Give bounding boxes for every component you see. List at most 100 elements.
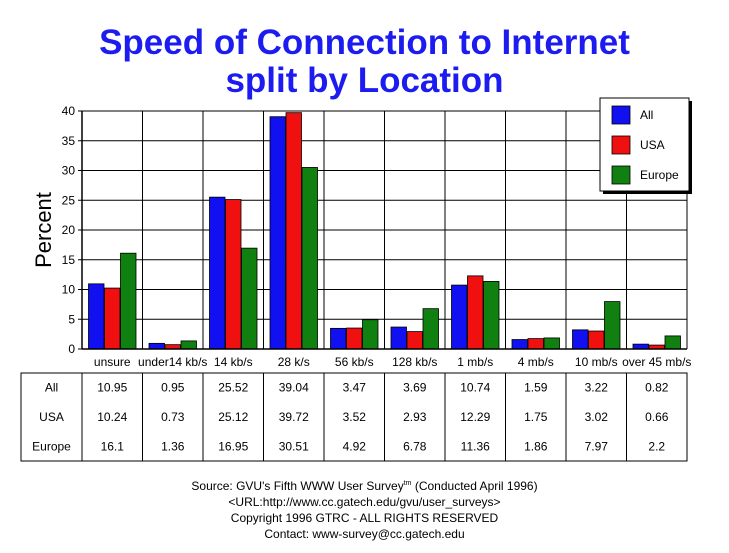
table-cell: 2.2 bbox=[648, 439, 665, 453]
table-cell: 1.59 bbox=[524, 381, 548, 395]
y-axis-label: Percent bbox=[31, 192, 56, 268]
legend-swatch-all bbox=[611, 105, 631, 125]
bar-all-8 bbox=[572, 329, 589, 350]
table-cell: 0.82 bbox=[645, 381, 669, 395]
x-category-label: 28 k/s bbox=[278, 355, 310, 369]
y-tick-label: 40 bbox=[62, 104, 76, 118]
table-border bbox=[20, 372, 688, 462]
trademark-sup: tm bbox=[403, 480, 412, 487]
source-url: <URL:http://www.cc.gatech.edu/gvu/user_s… bbox=[228, 495, 501, 509]
bar-europe-6 bbox=[483, 281, 500, 350]
bar-usa-6 bbox=[467, 275, 484, 350]
x-category-label: 1 mb/s bbox=[457, 355, 493, 369]
table-cell: 7.97 bbox=[585, 439, 609, 453]
table-cell: 4.92 bbox=[343, 439, 367, 453]
x-category-label: 14 kb/s bbox=[214, 355, 253, 369]
y-tick-label: 25 bbox=[62, 193, 76, 207]
table-cell: 10.24 bbox=[97, 410, 127, 424]
table-cell: 25.52 bbox=[218, 381, 248, 395]
y-tick-label: 0 bbox=[68, 342, 75, 356]
table-cell: 1.75 bbox=[524, 410, 548, 424]
bar-europe-0 bbox=[120, 252, 137, 350]
contact-text: Contact: www-survey@cc.gatech.edu bbox=[264, 527, 465, 541]
table-cell: 10.95 bbox=[97, 381, 127, 395]
legend-label-usa: USA bbox=[640, 138, 665, 152]
y-tick-label: 5 bbox=[68, 312, 75, 326]
x-category-label: 10 mb/s bbox=[575, 355, 618, 369]
bar-all-0 bbox=[88, 283, 105, 350]
bar-usa-0 bbox=[104, 287, 121, 350]
chart-title: Speed of Connection to Internet split by… bbox=[0, 24, 729, 100]
table-cell: 0.95 bbox=[161, 381, 185, 395]
x-category-label: under14 kb/s bbox=[138, 355, 207, 369]
bar-europe-3 bbox=[301, 167, 318, 350]
bar-europe-4 bbox=[362, 319, 379, 350]
table-cell: 39.04 bbox=[279, 381, 309, 395]
legend: All USA Europe bbox=[599, 97, 692, 194]
table-cell: 3.69 bbox=[403, 381, 427, 395]
bar-europe-5 bbox=[422, 308, 439, 350]
chart-title-line-2: split by Location bbox=[225, 61, 504, 100]
table-cell: 10.74 bbox=[460, 381, 490, 395]
bar-usa-4 bbox=[346, 327, 363, 350]
bar-europe-8 bbox=[604, 301, 621, 350]
table-cell: 0.66 bbox=[645, 410, 669, 424]
legend-label-all: All bbox=[640, 108, 653, 122]
table-row-header: All bbox=[45, 381, 58, 395]
bar-europe-9 bbox=[664, 335, 681, 350]
table-cell: 3.52 bbox=[343, 410, 367, 424]
y-tick-label: 15 bbox=[62, 253, 76, 267]
y-tick-label: 20 bbox=[62, 223, 76, 237]
table-cell: 3.47 bbox=[343, 381, 367, 395]
table-cell: 16.95 bbox=[218, 439, 248, 453]
legend-swatch-usa bbox=[611, 135, 631, 155]
table-cell: 3.02 bbox=[585, 410, 609, 424]
bar-all-6 bbox=[451, 284, 468, 350]
chart-title-line-1: Speed of Connection to Internet bbox=[99, 23, 630, 62]
bar-all-5 bbox=[390, 326, 407, 350]
x-category-label: unsure bbox=[94, 355, 131, 369]
data-table: All 10.95 0.95 25.52 39.04 3.47 3.69 10.74 1.59 3… bbox=[20, 372, 688, 462]
table-cell: 3.22 bbox=[585, 381, 609, 395]
x-category-label: 4 mb/s bbox=[518, 355, 554, 369]
y-tick-label: 10 bbox=[62, 283, 76, 297]
table-cell: 16.1 bbox=[101, 439, 125, 453]
legend-label-europe: Europe bbox=[640, 168, 679, 182]
table-cell: 2.93 bbox=[403, 410, 427, 424]
bar-europe-2 bbox=[241, 247, 258, 350]
bar-all-2 bbox=[209, 196, 226, 350]
bar-europe-1 bbox=[180, 340, 197, 350]
x-category-label: over 45 mb/s bbox=[622, 355, 691, 369]
x-category-label: 128 kb/s bbox=[392, 355, 437, 369]
x-category-labels: unsure under14 kb/s 14 kb/s 28 k/s 56 kb/s 12… bbox=[94, 355, 692, 369]
y-tick-label: 30 bbox=[62, 164, 76, 178]
bar-europe-7 bbox=[543, 337, 560, 350]
gridlines bbox=[81, 110, 688, 350]
source-line: Source: GVU's Fifth WWW User Surveytm (C… bbox=[0, 476, 729, 494]
y-tick-label: 35 bbox=[62, 134, 76, 148]
x-category-label: 56 kb/s bbox=[335, 355, 374, 369]
y-tick-labels: 0 5 10 15 20 25 30 35 40 bbox=[62, 104, 76, 356]
axes bbox=[78, 110, 687, 350]
table-cell: 6.78 bbox=[403, 439, 427, 453]
table-row-header: USA bbox=[39, 410, 64, 424]
source-credits: Source: GVU's Fifth WWW User Surveytm (C… bbox=[0, 476, 729, 542]
bar-usa-8 bbox=[588, 330, 605, 350]
table-cell: 25.12 bbox=[218, 410, 248, 424]
survey-date-text: (Conducted April 1996) bbox=[411, 479, 538, 493]
legend-swatch-europe bbox=[611, 165, 631, 185]
bar-usa-5 bbox=[406, 331, 423, 350]
bar-all-3 bbox=[269, 116, 286, 350]
bar-usa-2 bbox=[225, 199, 242, 350]
table-cell: 39.72 bbox=[279, 410, 309, 424]
table-cell: 1.36 bbox=[161, 439, 185, 453]
copyright-text: Copyright 1996 GTRC - ALL RIGHTS RESERVE… bbox=[230, 511, 499, 525]
table-cell: 1.86 bbox=[524, 439, 548, 453]
bar-all-7 bbox=[511, 339, 528, 350]
bar-all-1 bbox=[148, 342, 165, 350]
bar-all-4 bbox=[330, 327, 347, 350]
source-text: Source: GVU's Fifth WWW User Survey bbox=[191, 479, 404, 493]
bar-usa-7 bbox=[527, 338, 544, 350]
table-cell: 0.73 bbox=[161, 410, 185, 424]
